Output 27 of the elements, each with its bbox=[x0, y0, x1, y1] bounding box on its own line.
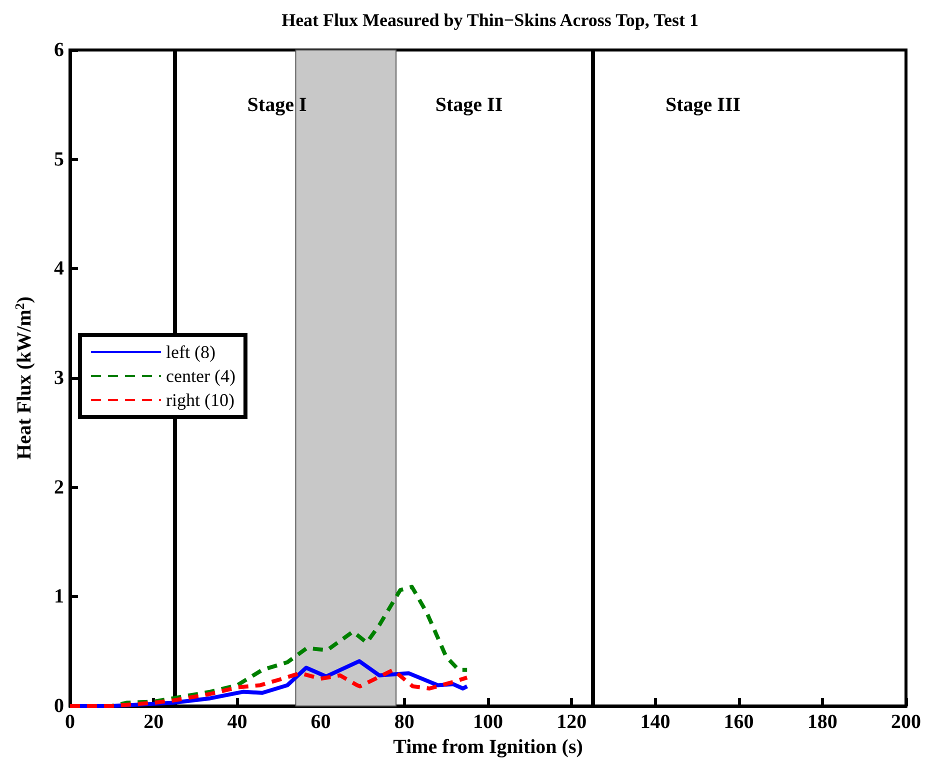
x-tick-label: 200 bbox=[891, 711, 921, 733]
chart-title: Heat Flux Measured by Thin−Skins Across Top, Test 1 bbox=[282, 10, 698, 30]
y-tick-label: 1 bbox=[54, 586, 64, 608]
x-tick-label: 60 bbox=[310, 711, 331, 733]
x-tick-label: 140 bbox=[640, 711, 670, 733]
x-tick-label: 40 bbox=[227, 711, 248, 733]
y-tick-label: 4 bbox=[54, 258, 64, 280]
y-tick-label: 3 bbox=[54, 367, 64, 389]
y-tick-label: 0 bbox=[54, 695, 64, 717]
y-tick-label: 2 bbox=[54, 476, 64, 498]
annotation: Stage II bbox=[435, 94, 503, 116]
y-tick-label: 5 bbox=[54, 148, 64, 170]
x-tick-label: 120 bbox=[556, 711, 587, 733]
x-tick-label: 20 bbox=[144, 711, 164, 733]
y-tick-label: 6 bbox=[54, 39, 64, 61]
legend-label: left (8) bbox=[166, 342, 216, 362]
x-tick-label: 100 bbox=[473, 711, 503, 733]
x-tick-label: 80 bbox=[394, 711, 414, 733]
annotation: Stage III bbox=[665, 94, 741, 116]
legend-label: center (4) bbox=[166, 366, 236, 386]
legend-label: right (10) bbox=[166, 390, 234, 410]
x-tick-label: 180 bbox=[807, 711, 838, 733]
annotation: Stage I bbox=[247, 94, 307, 116]
x-axis-title: Time from Ignition (s) bbox=[393, 736, 583, 758]
y-axis-title: Heat Flux (kW/m2) bbox=[12, 296, 36, 460]
line-series bbox=[68, 668, 470, 708]
x-tick-label: 160 bbox=[724, 711, 754, 733]
